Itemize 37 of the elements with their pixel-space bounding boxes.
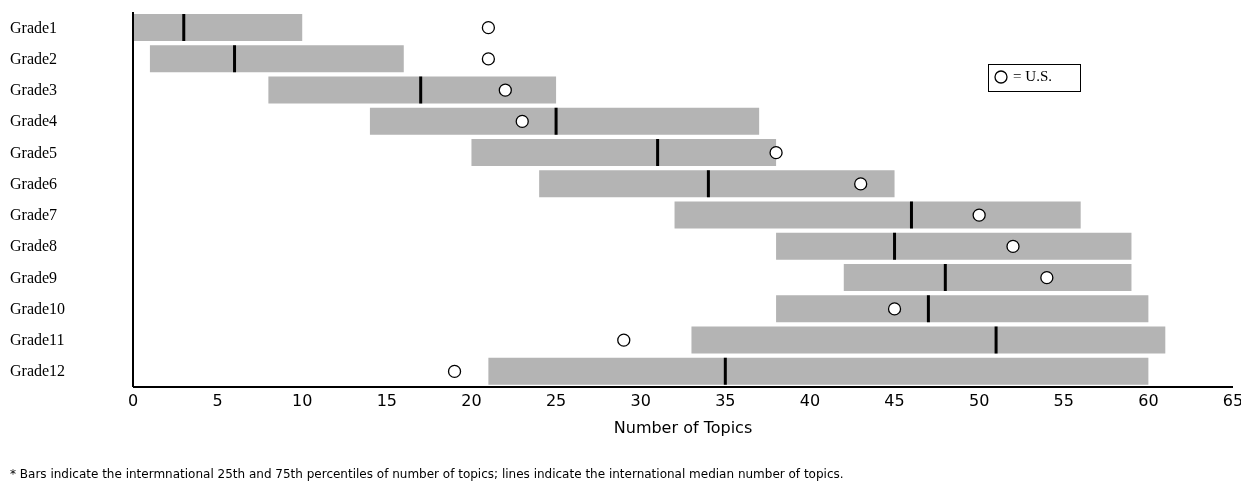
y-tick-label: Grade1	[10, 18, 58, 36]
point	[1040, 270, 1054, 285]
x-tick-label: 10	[292, 391, 313, 411]
y-tick-label: Grade10	[10, 299, 66, 317]
point	[972, 208, 986, 222]
y-tick-label: Grade5	[10, 143, 58, 161]
x-tick-label: 25	[545, 391, 567, 411]
x-tick-label: 5	[212, 391, 223, 411]
y-tick-label: Grade12	[10, 362, 66, 380]
y-tick-label: Grade7	[10, 206, 58, 224]
point	[887, 302, 902, 316]
y-tick-label: Grade2	[10, 49, 58, 67]
x-tick-label: 15	[376, 391, 398, 411]
x-tick-label: 55	[1053, 391, 1074, 411]
x-tick-label: 40	[799, 391, 821, 411]
x-tick-label: 45	[884, 391, 905, 411]
x-tick-label: 20	[461, 391, 482, 411]
y-tick-label: Grade9	[10, 268, 58, 286]
y-tick-label: Grade11	[10, 331, 65, 349]
point	[498, 83, 512, 97]
point	[854, 177, 868, 191]
y-tick-label: Grade8	[10, 237, 58, 255]
y-tick-label: Grade4	[10, 112, 58, 130]
legend-label: = U.S.	[1013, 68, 1052, 85]
point	[1006, 239, 1020, 254]
y-tick-label: Grade3	[10, 81, 58, 99]
x-tick-label: 60	[1138, 391, 1159, 411]
point	[769, 145, 783, 160]
x-tick-label: 65	[1222, 391, 1244, 411]
point	[515, 114, 529, 129]
y-tick-label: Grade6	[10, 174, 58, 192]
x-tick-label: 0	[127, 391, 139, 411]
text: * Bars indicate the intermnational 25th and 75th percentiles of number of topics; lines indicate the international median number of topics.	[10, 467, 845, 481]
x-axis-title: Number of Topics	[613, 418, 753, 437]
x-tick-label: 35	[715, 391, 736, 411]
x-tick-label: 30	[630, 391, 651, 411]
x-tick-label: 50	[968, 391, 990, 411]
